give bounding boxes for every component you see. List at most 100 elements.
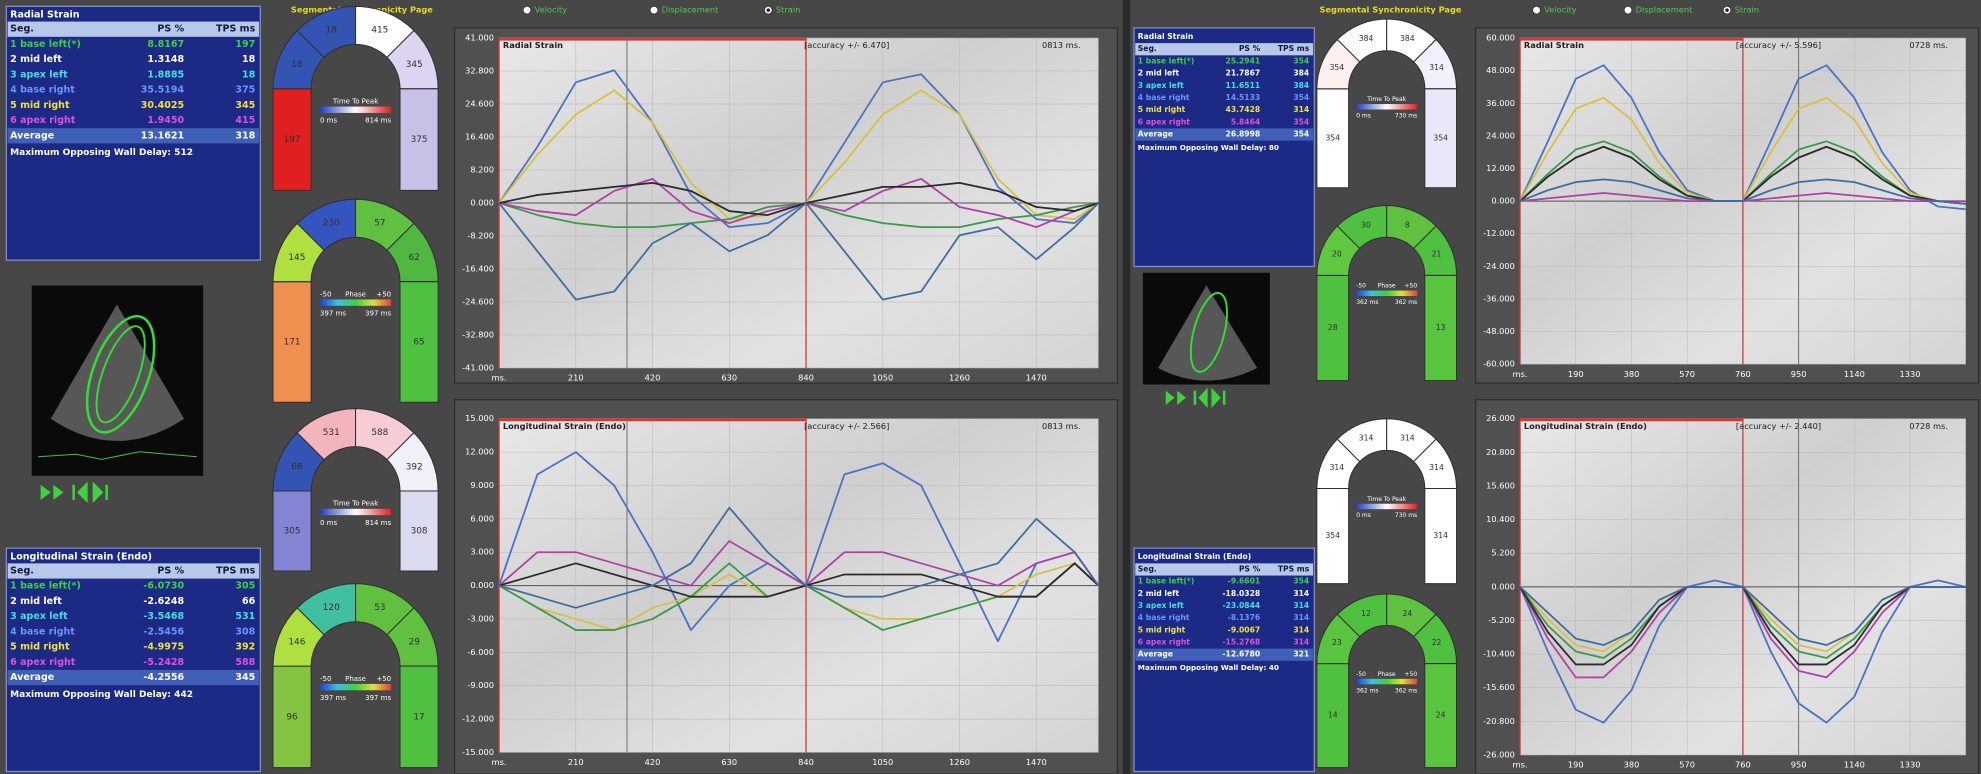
table-cell: 43.7428 [1226, 105, 1261, 114]
x-tick-label: 420 [645, 373, 661, 383]
x-tick-label: 1260 [949, 757, 970, 767]
segment-label: 120 [323, 603, 340, 613]
x-tick-label: 950 [1791, 760, 1807, 770]
legend-min: -50 [320, 290, 331, 298]
x-tick-label: 190 [1568, 760, 1584, 770]
legend-max: +50 [376, 290, 391, 298]
segment-label: 197 [284, 135, 301, 145]
table-cell: -15.2768 [1222, 638, 1260, 647]
segment-label: 345 [406, 60, 423, 70]
legend-min: -50 [1356, 671, 1366, 678]
table-cell: 5.8464 [1231, 117, 1260, 126]
x-tick-label: 210 [568, 373, 584, 383]
table-cell: 6 apex right [1138, 117, 1190, 126]
table-cell: Average [1138, 130, 1173, 139]
segment-label: 384 [1400, 34, 1415, 43]
table-header: TPS ms [216, 565, 256, 576]
table-cell: 588 [235, 657, 255, 668]
legend-title: Phase [345, 675, 366, 683]
segment-label: 28 [1328, 323, 1338, 332]
table-header: PS % [157, 24, 184, 35]
radio-label[interactable]: Strain [1735, 5, 1759, 15]
segment-label: 53 [374, 603, 385, 613]
segment-label: 66 [291, 462, 303, 472]
segment-label: 415 [371, 26, 388, 36]
table-cell: 3 apex left [1138, 601, 1184, 610]
table-cell: 308 [235, 626, 255, 637]
segment-label: 17 [413, 712, 424, 722]
table-cell: 354 [1293, 130, 1309, 139]
chart-title: Longitudinal Strain (Endo) [1524, 421, 1647, 431]
legend-max: 814 ms [365, 117, 391, 125]
y-tick-label: -3.000 [467, 613, 494, 623]
table-header: TPS ms [1278, 44, 1310, 53]
y-tick-label: 41.000 [465, 33, 494, 43]
table-title: Radial Strain [10, 10, 80, 21]
y-tick-label: -5.200 [1488, 615, 1515, 625]
table-cell: -2.6248 [143, 596, 184, 607]
table-header: Seg. [10, 24, 34, 35]
segment-label: 314 [1433, 531, 1448, 540]
x-tick-label: ms. [492, 757, 507, 767]
table-cell: 314 [1293, 589, 1309, 598]
y-tick-label: 60.000 [1486, 33, 1515, 43]
legend-bar [1356, 291, 1417, 296]
y-tick-label: 0.000 [470, 198, 494, 208]
table-cell: 26.8998 [1226, 130, 1261, 139]
segment-label: 305 [284, 527, 301, 537]
x-tick-label: 1330 [1900, 369, 1921, 379]
y-tick-label: -8.200 [467, 231, 494, 241]
table-cell: Average [10, 672, 54, 683]
y-tick-label: 0.000 [1491, 581, 1515, 591]
table-cell: 345 [235, 672, 255, 683]
radio-button[interactable] [523, 6, 531, 14]
x-tick-label: 1140 [1844, 760, 1865, 770]
table-cell: 66 [242, 596, 256, 607]
table-cell: 392 [235, 642, 255, 653]
y-tick-label: 12.000 [465, 447, 494, 457]
table-cell: -9.6601 [1228, 577, 1261, 586]
radio-label[interactable]: Displacement [1636, 5, 1694, 15]
legend-bar [320, 684, 391, 690]
segment-label: 588 [371, 428, 388, 438]
segment-label: 392 [406, 462, 423, 472]
radio-label[interactable]: Strain [776, 5, 800, 15]
table-cell: 2 mid left [10, 596, 62, 607]
legend-time: 362 ms [1356, 687, 1378, 694]
segment-label: 531 [323, 428, 340, 438]
segment-label: 96 [286, 712, 298, 722]
radio-button[interactable] [650, 6, 658, 14]
table-cell: -9.0067 [1228, 625, 1261, 634]
table-cell: 18 [242, 69, 256, 80]
legend-title: Phase [1378, 283, 1396, 290]
segment-label: 65 [413, 337, 424, 347]
table-cell: 345 [235, 100, 255, 111]
y-tick-label: 5.200 [1491, 548, 1515, 558]
table-cell: 1 base left(*) [10, 581, 81, 592]
x-tick-label: ms. [1513, 760, 1528, 770]
table-cell: 314 [1293, 105, 1309, 114]
y-tick-label: -9.000 [467, 680, 494, 690]
legend-title: Time To Peak [332, 500, 379, 508]
opposing-wall-delay: Maximum Opposing Wall Delay: 442 [10, 690, 193, 700]
radio-label[interactable]: Displacement [662, 5, 720, 15]
x-tick-label: 760 [1735, 760, 1751, 770]
y-tick-label: -32.800 [462, 329, 494, 339]
y-tick-label: -15.000 [462, 747, 494, 757]
radio-label[interactable]: Velocity [1544, 5, 1576, 15]
table-cell: 30.4025 [141, 100, 184, 111]
table-cell: 314 [1293, 613, 1309, 622]
radio-button[interactable] [1533, 6, 1541, 14]
table-cell: 4 base right [10, 626, 75, 637]
chart-time: 0728 ms. [1909, 421, 1948, 431]
radio-label[interactable]: Velocity [535, 5, 567, 15]
legend-min: 0 ms [320, 117, 337, 125]
table-cell: 1.9450 [147, 115, 184, 126]
radio-button[interactable] [1624, 6, 1632, 14]
segment-label: 21 [1432, 250, 1442, 259]
segment-label: 171 [284, 337, 301, 347]
table-cell: 384 [1293, 81, 1309, 90]
x-tick-label: 760 [1735, 369, 1751, 379]
x-tick-label: 420 [645, 757, 661, 767]
y-tick-label: -41.000 [462, 362, 494, 372]
